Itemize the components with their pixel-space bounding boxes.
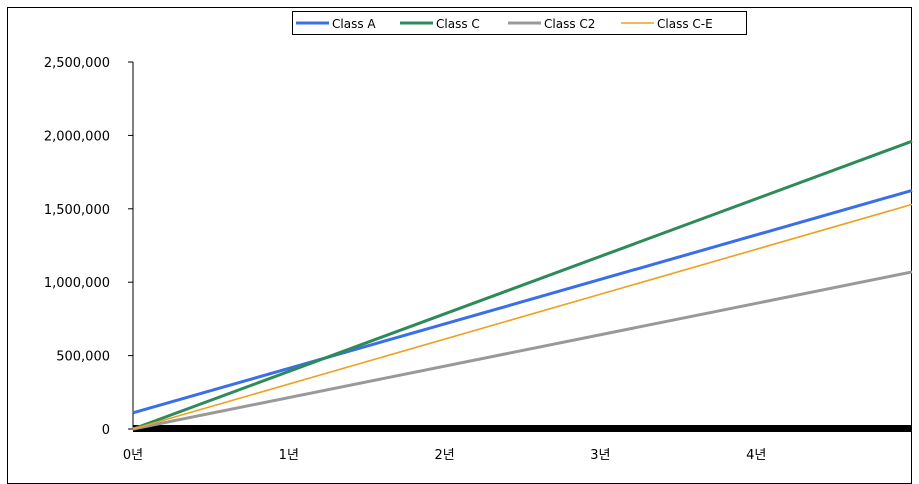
series-group bbox=[132, 139, 913, 431]
x-tick-label: 0년 bbox=[123, 448, 143, 463]
y-tick-label: 2,000,000 bbox=[44, 129, 110, 144]
x-axis-line bbox=[133, 425, 912, 432]
series-line-class-c bbox=[132, 139, 913, 431]
x-tick-label: 3년 bbox=[590, 448, 610, 463]
y-tick-label: 0 bbox=[102, 423, 110, 438]
series-line-class-a bbox=[132, 189, 913, 415]
legend-label: Class C2 bbox=[544, 17, 595, 31]
y-tick-label: 1,000,000 bbox=[44, 276, 110, 291]
series-line-class-c-e bbox=[132, 203, 913, 430]
axes-group: 0 500,000 1,000,000 1,500,000 2,000,000 2,500… bbox=[44, 56, 912, 463]
x-tick-label: 2년 bbox=[434, 448, 454, 463]
x-tick-label: 1년 bbox=[279, 448, 299, 463]
legend-label: Class C bbox=[436, 17, 480, 31]
chart-frame bbox=[7, 7, 912, 484]
series-line-class-c2 bbox=[132, 270, 913, 431]
legend: Class A Class C Class C2 Class C-E bbox=[292, 11, 747, 35]
y-tick-label: 500,000 bbox=[56, 350, 110, 365]
x-tick-label: 4년 bbox=[746, 448, 766, 463]
y-tick-label: 2,500,000 bbox=[44, 56, 110, 71]
y-tick-label: 1,500,000 bbox=[44, 203, 110, 218]
legend-label: Class C-E bbox=[657, 17, 713, 31]
legend-label: Class A bbox=[332, 17, 376, 31]
